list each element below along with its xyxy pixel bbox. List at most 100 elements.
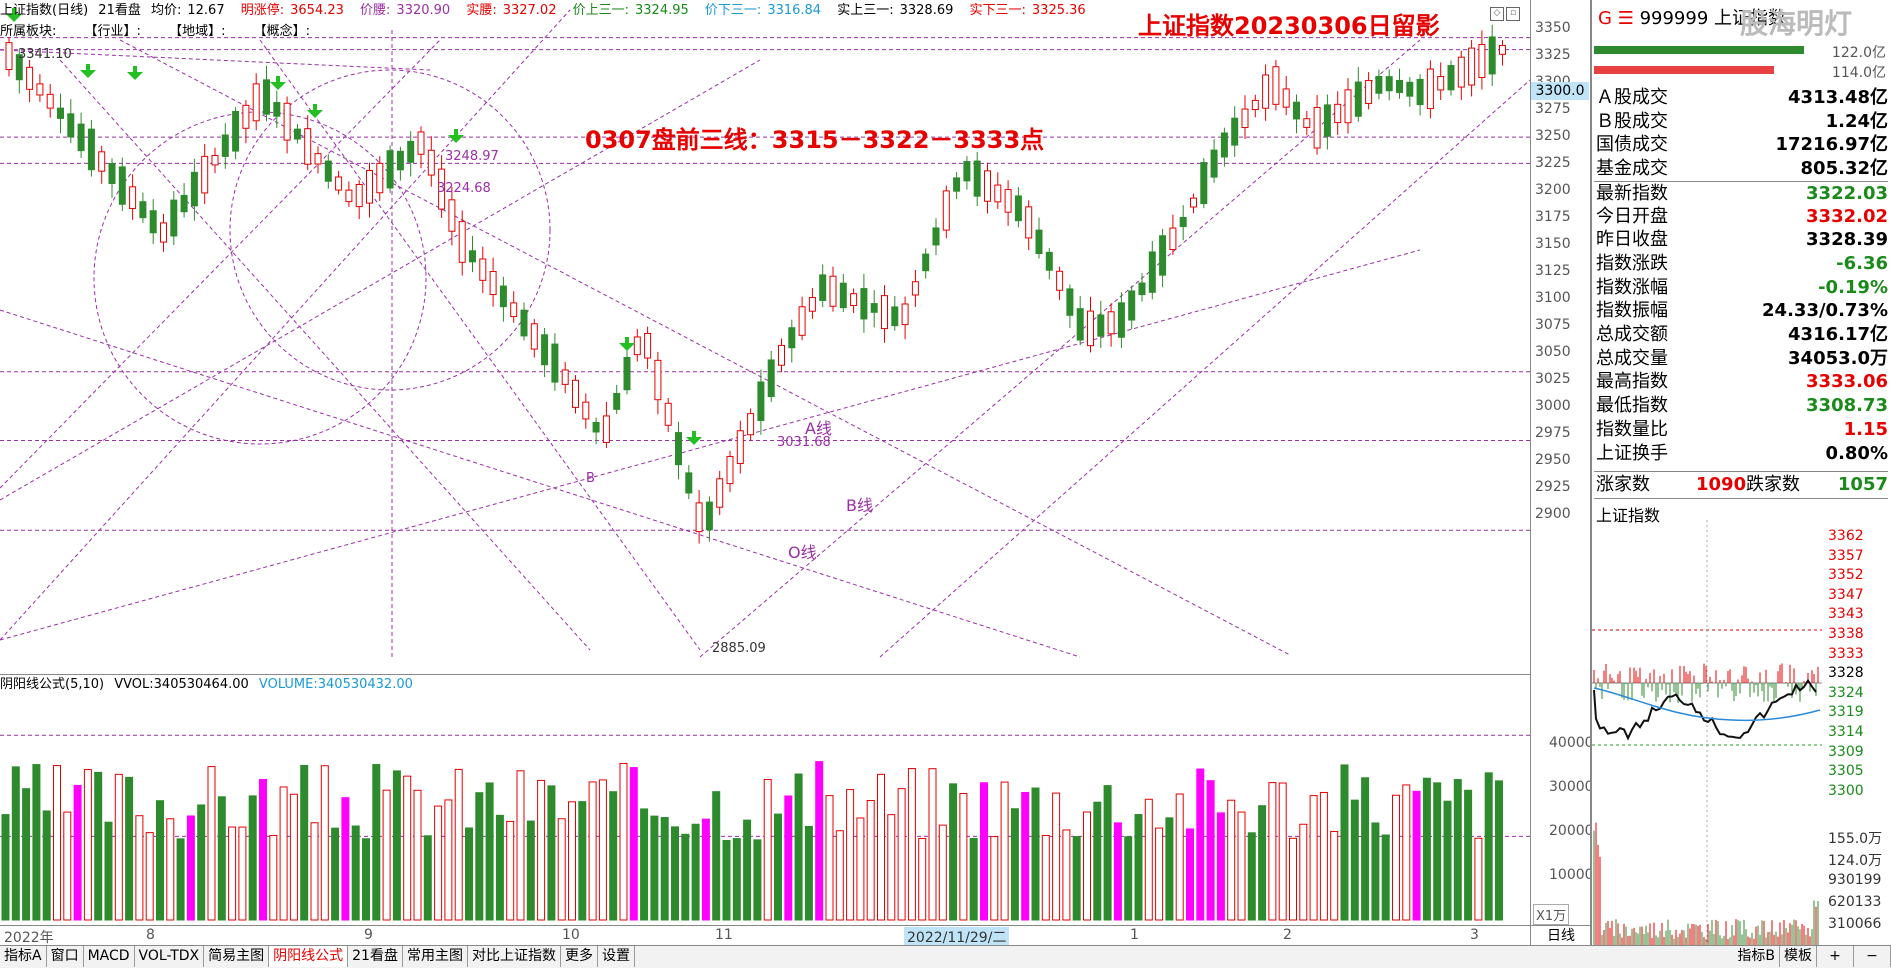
tab-4[interactable]: 简易主图 [204, 946, 270, 967]
volume-bar [1124, 836, 1133, 921]
tab-10[interactable]: 设置 [598, 946, 635, 967]
tab-1[interactable]: 窗口 [47, 946, 84, 967]
volume-bar [866, 800, 875, 921]
volume-bar [104, 821, 113, 921]
volume-bar [1422, 777, 1431, 921]
candle [376, 156, 384, 201]
guide-line [119, 39, 1291, 656]
volume-bar [351, 825, 360, 921]
stat-row: 今日开盘 3332.02 [1594, 205, 1888, 229]
mini-price-tick: 3352 [1828, 567, 1864, 584]
stat-row: Ａ股成交 4313.48亿 [1594, 86, 1888, 110]
chart-big-title: 上证指数20230306日留影 [1138, 12, 1440, 40]
candle [911, 270, 919, 307]
stat-label: 上证换手 [1596, 442, 1668, 464]
volume-bar [145, 832, 154, 921]
sector-concept[interactable]: 【概念】: [253, 24, 310, 39]
stat-label: Ａ股成交 [1596, 87, 1668, 108]
mini-volume-tick: 930199 [1828, 872, 1882, 888]
diamond-icon[interactable]: ◇ [1490, 7, 1504, 21]
tab-right-1[interactable]: 模板 [1780, 946, 1817, 967]
view-selector[interactable]: 21看盘 [98, 3, 141, 18]
guide-line [0, 59, 761, 501]
tab-right-0[interactable]: 指标B [1733, 946, 1780, 967]
date-axis[interactable]: 2022年 8 9 10 11 1 2 3 2022/11/29/二 [0, 925, 1530, 947]
volume-bar [63, 811, 72, 921]
candle [520, 302, 528, 341]
tab-9[interactable]: 更多 [561, 946, 598, 967]
volume-bar [877, 773, 885, 921]
volume-indicator-name[interactable]: 阴阳线公式(5,10) [0, 677, 105, 692]
candle [283, 96, 291, 154]
stat-value: 24.33/0.73% [1762, 300, 1888, 322]
mini-price-tick: 3362 [1828, 528, 1864, 544]
volume-bar [990, 836, 999, 921]
volume-bar [619, 762, 628, 921]
volume-bar [1319, 791, 1328, 921]
tab-5[interactable]: 阴阳线公式 [269, 946, 349, 967]
month-label: 10 [562, 927, 580, 943]
quote-header: G ☰ 999999 上证指数 [1598, 4, 1786, 30]
tab-8[interactable]: 对比上证指数 [468, 946, 561, 967]
chart-annotation: 0307盘前三线：3315－3322－3333点 [585, 126, 1045, 154]
candle [46, 83, 54, 118]
candle [5, 37, 13, 77]
volume-bar [485, 782, 494, 921]
volume-bar [887, 814, 896, 921]
tab-7[interactable]: 常用主图 [403, 946, 468, 967]
volume-bar [53, 765, 61, 921]
menu-icon[interactable]: ☰ [1617, 8, 1634, 29]
candle [819, 264, 827, 308]
buy-arrow-icon [307, 104, 323, 118]
volume-bar [1340, 764, 1349, 921]
volume-bar [629, 767, 638, 921]
period-selector[interactable]: 日线 [1530, 925, 1591, 946]
candle [304, 115, 312, 171]
candle [932, 218, 940, 255]
stat-row: 指数振幅 24.33/0.73% [1594, 299, 1888, 323]
intraday-chart[interactable] [1592, 520, 1891, 945]
volume-bar [506, 820, 515, 921]
zoom-in-button[interactable]: + [1817, 946, 1854, 967]
mark-3224-label: 3224.68 [437, 181, 491, 196]
candle [1293, 94, 1300, 134]
candle [808, 287, 816, 319]
avg-line [1593, 687, 1821, 722]
candle [963, 156, 971, 190]
volume-axis[interactable]: 40000 30000 20000 10000 [1530, 675, 1594, 925]
volume-bar [856, 817, 865, 921]
volume-bar [465, 827, 473, 921]
candle [139, 192, 147, 223]
stat-label: 最新指数 [1596, 182, 1668, 204]
guide-lines [0, 9, 1530, 660]
candle [1220, 127, 1228, 167]
month-label: 9 [364, 927, 373, 943]
candle [221, 123, 229, 169]
volume-bar [300, 764, 309, 921]
candle [922, 248, 930, 279]
price-axis[interactable]: 3350332533003275325032253200317531503125… [1530, 0, 1591, 675]
candle [1499, 40, 1506, 66]
tab-6[interactable]: 21看盘 [348, 946, 403, 967]
b-mark-label: B [586, 471, 595, 486]
tab-3[interactable]: VOL-TDX [135, 946, 205, 967]
candle [1210, 139, 1218, 183]
candle [510, 291, 518, 323]
zoom-out-button[interactable]: − [1854, 946, 1891, 967]
sector-region[interactable]: 【地域】: [169, 24, 226, 39]
tab-0[interactable]: 指标A [0, 946, 47, 967]
volume-bar [1433, 782, 1442, 921]
volume-bar [1186, 828, 1194, 921]
volume-bar [176, 838, 185, 921]
candle [108, 158, 116, 198]
line-a-label: A线 [805, 419, 832, 438]
candle [901, 296, 909, 340]
candle [551, 333, 559, 391]
price-tick: 3200 [1535, 182, 1571, 198]
restore-icon[interactable]: ▫ [1506, 7, 1520, 21]
real-waist-label: 实腰: [466, 3, 497, 18]
sector-industry[interactable]: 【行业】: [84, 24, 141, 39]
volume-bar [598, 779, 607, 921]
tab-2[interactable]: MACD [84, 946, 135, 967]
